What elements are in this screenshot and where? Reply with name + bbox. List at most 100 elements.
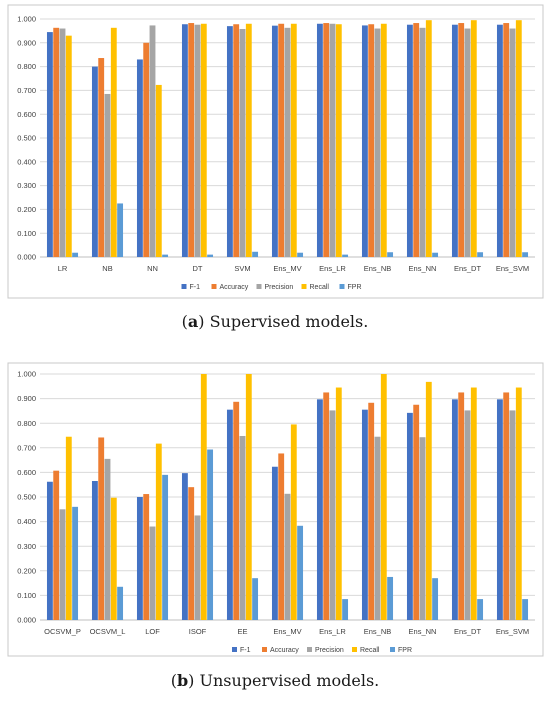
bar-accuracy-ens-dt — [458, 23, 465, 257]
bar-precision-ens-mv — [284, 493, 291, 620]
bar-fpr-lr — [72, 252, 79, 257]
y-tick-label: 0.200 — [17, 566, 36, 575]
bar-f-1-ens-svm — [496, 399, 503, 620]
bar-precision-lof — [149, 526, 156, 620]
bar-f-1-ens-dt — [451, 24, 458, 257]
bar-recall-ens-lr — [335, 24, 342, 258]
bar-recall-ocsvm-l — [110, 497, 117, 620]
bar-precision-ocsvm-l — [104, 458, 111, 620]
bar-f-1-ens-nn — [406, 412, 413, 620]
bar-precision-lr — [59, 28, 66, 257]
bar-fpr-ocsvm-l — [117, 586, 124, 620]
bar-accuracy-dt — [188, 23, 195, 257]
caption-label: a — [187, 312, 199, 331]
bar-precision-dt — [194, 24, 201, 257]
bar-precision-ens-lr — [329, 23, 336, 258]
bar-precision-ens-nn — [419, 27, 426, 257]
bar-precision-nb — [104, 93, 111, 257]
bar-accuracy-lr — [53, 27, 60, 257]
x-tick-label: Ens_SVM — [496, 264, 529, 273]
bar-precision-ens-svm — [509, 410, 516, 620]
bar-fpr-nb — [117, 203, 124, 257]
x-tick-label: Ens_DT — [454, 264, 482, 273]
legend-swatch — [390, 647, 395, 652]
bar-precision-ens-svm — [509, 28, 516, 257]
bar-precision-ens-mv — [284, 27, 291, 257]
chart-panel-unsupervised: 0.000 0.100 0.200 0.300 0.400 0.500 0.600 0.700… — [0, 355, 550, 702]
bar-precision-svm — [239, 28, 246, 257]
bar-fpr-ens-lr — [342, 254, 349, 257]
bar-recall-ens-mv — [290, 23, 297, 258]
bar-accuracy-ens-mv — [278, 453, 285, 620]
bar-fpr-ens-nn — [432, 578, 439, 620]
x-tick-label: EE — [237, 627, 247, 636]
x-tick-label: Ens_SVM — [496, 627, 529, 636]
x-tick-label: Ens_DT — [454, 627, 482, 636]
y-tick-label: 0.400 — [17, 517, 36, 526]
bar-precision-ens-dt — [464, 28, 471, 257]
bar-fpr-ens-mv — [297, 252, 304, 257]
legend-label: F-1 — [240, 647, 251, 654]
bar-precision-ens-dt — [464, 410, 471, 620]
bar-recall-nn — [155, 84, 162, 258]
legend-label: F-1 — [190, 284, 201, 291]
y-tick-label: 0.100 — [17, 229, 36, 238]
x-tick-label: DT — [193, 264, 203, 273]
legend-label: FPR — [398, 647, 412, 654]
bar-recall-ens-mv — [290, 424, 297, 620]
x-tick-label: Ens_NN — [409, 627, 437, 636]
bar-accuracy-isof — [188, 487, 195, 620]
bar-recall-nb — [110, 27, 117, 257]
legend-label: Precision — [315, 647, 344, 654]
legend-label: Precision — [265, 284, 294, 291]
bar-f-1-dt — [181, 24, 188, 258]
bar-accuracy-ens-mv — [278, 23, 285, 258]
bar-fpr-lof — [162, 474, 169, 620]
y-tick-label: 1.000 — [17, 370, 36, 379]
bar-accuracy-ens-dt — [458, 392, 465, 620]
caption-unsupervised: (b) Unsupervised models. — [170, 671, 380, 690]
y-tick-label: 1.000 — [17, 15, 36, 24]
bar-fpr-ens-mv — [297, 525, 304, 620]
bar-accuracy-ocsvm-p — [53, 470, 60, 620]
legend-swatch — [181, 284, 187, 289]
y-tick-label: 0.000 — [17, 616, 36, 625]
bar-fpr-ens-nb — [387, 576, 394, 620]
y-tick-label: 0.800 — [17, 62, 36, 71]
x-tick-label: Ens_LR — [319, 264, 346, 273]
bar-recall-ocsvm-p — [65, 436, 72, 620]
bar-fpr-svm — [252, 251, 259, 257]
legend-swatch — [262, 647, 267, 652]
bar-f-1-isof — [181, 473, 188, 620]
x-tick-label: ISOF — [189, 627, 207, 636]
bar-accuracy-ee — [233, 401, 240, 620]
bar-recall-ens-nb — [380, 374, 387, 620]
bar-accuracy-ens-nb — [368, 24, 375, 258]
y-tick-label: 0.200 — [17, 205, 36, 214]
bar-recall-lof — [155, 443, 162, 620]
bar-recall-ens-svm — [515, 387, 522, 620]
bar-accuracy-ens-nb — [368, 402, 375, 620]
bar-f-1-ens-mv — [271, 466, 278, 620]
bar-f-1-ens-mv — [271, 25, 278, 257]
x-tick-label: Ens_MV — [273, 264, 301, 273]
bar-recall-ens-dt — [470, 20, 477, 257]
bar-precision-isof — [194, 515, 201, 620]
y-tick-label: 0.900 — [17, 38, 36, 47]
y-tick-label: 0.100 — [17, 591, 36, 600]
bar-accuracy-ens-svm — [503, 23, 510, 257]
bar-fpr-ens-svm — [522, 599, 529, 620]
bar-precision-ens-lr — [329, 410, 336, 620]
y-tick-label: 0.600 — [17, 110, 36, 119]
legend-swatch — [307, 647, 312, 652]
x-tick-label: NB — [102, 264, 112, 273]
bar-fpr-isof — [207, 449, 214, 620]
bar-f-1-ens-nb — [361, 409, 368, 620]
y-tick-label: 0.000 — [17, 253, 36, 262]
legend-label: Recall — [360, 647, 380, 654]
x-tick-label: OCSVM_L — [90, 627, 126, 636]
y-tick-label: 0.800 — [17, 419, 36, 428]
caption-text: Unsupervised models. — [199, 671, 380, 690]
x-tick-label: NN — [147, 264, 158, 273]
x-tick-label: Ens_NB — [364, 627, 392, 636]
